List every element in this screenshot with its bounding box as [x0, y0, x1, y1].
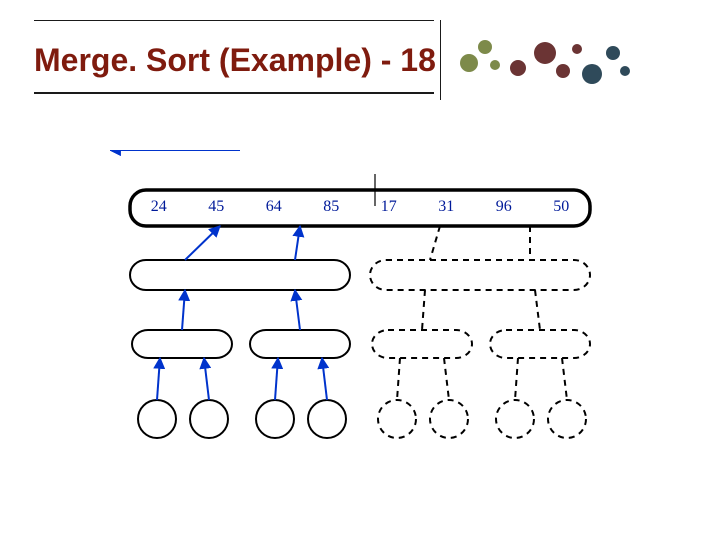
- decor-dot: [572, 44, 582, 54]
- tree-edge: [535, 290, 540, 330]
- title-rule-top: [34, 20, 434, 21]
- tree-edge: [397, 358, 400, 400]
- tree-edge: [430, 226, 440, 260]
- title-rule-vert: [440, 20, 441, 100]
- mergesort-diagram: [110, 150, 610, 470]
- slide-title: Merge. Sort (Example) - 18: [34, 42, 436, 79]
- tree-edge: [182, 290, 185, 330]
- tree-node: [378, 400, 416, 438]
- tree-node: [130, 260, 350, 290]
- tree-edge: [295, 290, 300, 330]
- decor-dot: [460, 54, 478, 72]
- array-value: 24: [147, 198, 171, 216]
- array-value: 50: [549, 198, 573, 216]
- tree-edge: [422, 290, 425, 330]
- tree-edge: [515, 358, 518, 400]
- tree-node: [132, 330, 232, 358]
- tree-node: [548, 400, 586, 438]
- tree-node: [190, 400, 228, 438]
- title-rule-under: [34, 92, 434, 94]
- tree-edge: [322, 358, 327, 400]
- tree-node: [496, 400, 534, 438]
- tree-edge: [275, 358, 278, 400]
- array-value: 64: [262, 198, 286, 216]
- tree-edge: [185, 226, 220, 260]
- decor-dot: [582, 64, 602, 84]
- tree-edge: [157, 358, 160, 400]
- tree-edge: [204, 358, 209, 400]
- decor-dot: [534, 42, 556, 64]
- tree-node: [490, 330, 590, 358]
- tree-edge: [444, 358, 449, 400]
- tree-node: [138, 400, 176, 438]
- decor-dot: [510, 60, 526, 76]
- tree-edge: [295, 226, 300, 260]
- decor-dot: [606, 46, 620, 60]
- tree-node: [130, 190, 590, 226]
- array-value: 17: [377, 198, 401, 216]
- decor-dot: [556, 64, 570, 78]
- decor-dot: [490, 60, 500, 70]
- tree-node: [372, 330, 472, 358]
- decor-dot: [478, 40, 492, 54]
- decor-dot: [620, 66, 630, 76]
- tree-node: [250, 330, 350, 358]
- array-value: 96: [492, 198, 516, 216]
- array-value: 31: [434, 198, 458, 216]
- tree-edge: [562, 358, 567, 400]
- tree-node: [256, 400, 294, 438]
- slide: Merge. Sort (Example) - 18 24 45 64 85 17 31 9…: [0, 0, 720, 540]
- tree-node: [370, 260, 590, 290]
- decorative-dots: [460, 30, 660, 100]
- array-value: 85: [319, 198, 343, 216]
- tree-node: [308, 400, 346, 438]
- tree-node: [430, 400, 468, 438]
- array-value: 45: [204, 198, 228, 216]
